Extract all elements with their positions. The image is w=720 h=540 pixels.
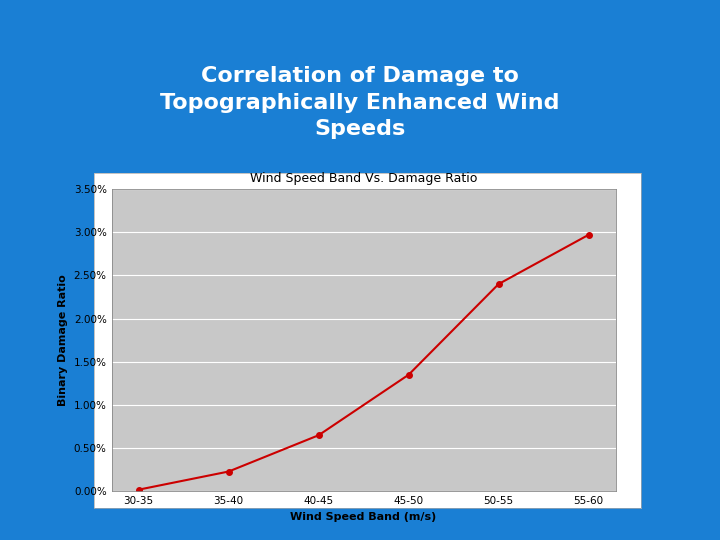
Y-axis label: Binary Damage Ratio: Binary Damage Ratio [58, 274, 68, 406]
Title: Wind Speed Band Vs. Damage Ratio: Wind Speed Band Vs. Damage Ratio [250, 172, 477, 185]
Text: Correlation of Damage to
Topographically Enhanced Wind
Speeds: Correlation of Damage to Topographically… [161, 66, 559, 139]
X-axis label: Wind Speed Band (m/s): Wind Speed Band (m/s) [290, 512, 437, 522]
